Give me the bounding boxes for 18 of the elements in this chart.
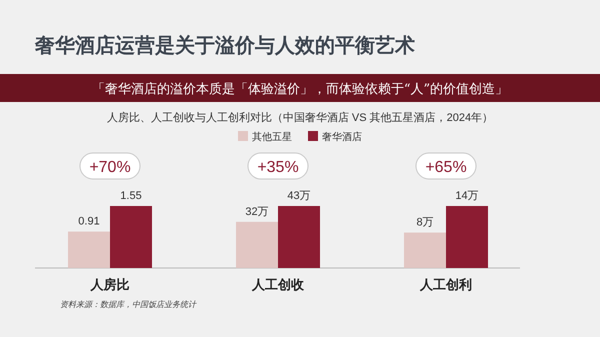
- legend-label: 其他五星: [252, 131, 292, 143]
- data-label: 14万: [455, 190, 479, 202]
- text: 资料来源：数据库，中国饭店业务统计: [60, 300, 197, 309]
- data-label: 43万: [287, 190, 311, 202]
- legend-label: 奢华酒店: [322, 131, 362, 143]
- text: +70%: [89, 159, 131, 176]
- text: 「奢华酒店的溢价本质是「体验溢价」，而体验依赖于“人”的价值创造」: [92, 81, 508, 97]
- data-label: 0.91: [78, 216, 100, 228]
- text: +35%: [257, 159, 299, 176]
- text: +65%: [425, 159, 467, 176]
- data-label: 1.55: [120, 190, 142, 202]
- x-tick-label: 人工创利: [419, 277, 472, 292]
- data-label: 8万: [416, 216, 434, 229]
- text: 人房比、人工创收与人工创利对比（中国奢华酒店 VS 其他五星酒店，2024年）: [106, 111, 494, 124]
- text: 奢华酒店运营是关于溢价与人效的平衡艺术: [34, 33, 415, 57]
- data-label: 32万: [245, 206, 269, 218]
- x-tick-label: 人房比: [90, 277, 130, 292]
- x-tick-label: 人工创收: [251, 277, 305, 292]
